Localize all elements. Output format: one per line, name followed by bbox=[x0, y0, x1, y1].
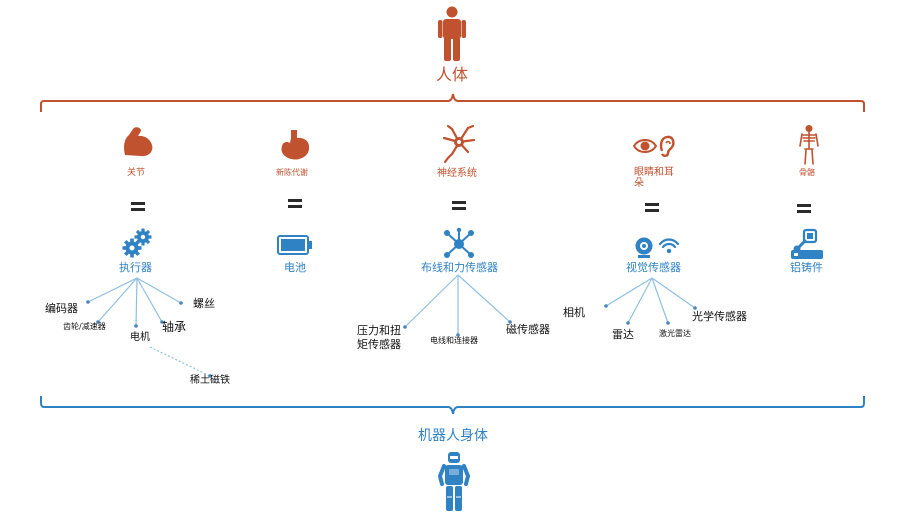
organ-label-eyes-ears: 眼睛和耳 bbox=[634, 167, 674, 178]
part-pressure-torque-line1: 压力和扭 bbox=[357, 324, 401, 337]
actuator-branches bbox=[87, 277, 211, 377]
equals-sign bbox=[452, 201, 466, 211]
part-optical-sensor: 光学传感器 bbox=[692, 310, 747, 323]
wiring-branches bbox=[404, 274, 511, 335]
robot-label-wiring-force-sensors: 布线和力传感器 bbox=[421, 261, 498, 274]
part-lidar: 激光雷达 bbox=[659, 329, 691, 338]
network-nodes-icon bbox=[444, 227, 474, 258]
part-screw: 螺丝 bbox=[193, 297, 215, 310]
part-rare-earth-magnet: 稀土磁铁 bbox=[190, 375, 230, 386]
top-bracket bbox=[40, 93, 865, 112]
top-title: 人体 bbox=[436, 65, 469, 84]
part-wires-connectors: 电线和连接器 bbox=[430, 336, 478, 345]
robot-figure-icon bbox=[437, 452, 471, 511]
skeleton-icon bbox=[799, 125, 819, 165]
part-encoder: 编码器 bbox=[45, 302, 78, 315]
part-pressure-torque-line2: 矩传感器 bbox=[357, 338, 401, 351]
organ-label-skeleton: 骨骼 bbox=[799, 168, 815, 177]
robot-label-battery: 电池 bbox=[284, 261, 306, 274]
robot-label-actuator: 执行器 bbox=[119, 261, 152, 274]
camera-wifi-icon bbox=[635, 237, 680, 258]
muscle-arm-icon bbox=[124, 127, 153, 157]
organ-label-joint: 关节 bbox=[127, 168, 146, 178]
equals-sign bbox=[288, 199, 302, 209]
part-gearbox: 齿轮/减速器 bbox=[63, 322, 106, 331]
gears-icon bbox=[122, 228, 152, 258]
bottom-bracket bbox=[40, 396, 865, 415]
battery-icon bbox=[277, 235, 312, 255]
stomach-icon bbox=[281, 130, 310, 160]
equals-sign bbox=[131, 202, 145, 212]
equals-sign bbox=[797, 204, 811, 214]
organ-label-eyes-ears-line2: 朵 bbox=[634, 178, 644, 189]
human-figure-icon bbox=[438, 6, 466, 61]
part-motor: 电机 bbox=[130, 332, 150, 343]
equals-sign bbox=[645, 203, 659, 213]
part-radar: 雷达 bbox=[612, 328, 634, 341]
bottom-title: 机器人身体 bbox=[418, 428, 488, 444]
organ-label-nervous-system: 神经系统 bbox=[437, 168, 477, 179]
part-magnetic-sensor: 磁传感器 bbox=[506, 323, 550, 336]
robot-label-aluminum-casting: 铝铸件 bbox=[790, 261, 823, 274]
robot-arm-icon bbox=[791, 228, 823, 259]
neuron-icon bbox=[442, 124, 476, 164]
part-camera: 相机 bbox=[563, 306, 585, 319]
eye-ear-icon bbox=[632, 135, 675, 157]
robot-label-vision-sensor: 视觉传感器 bbox=[626, 261, 681, 274]
vision-branches bbox=[605, 277, 696, 324]
part-bearing: 轴承 bbox=[162, 320, 187, 334]
organ-label-metabolism: 新陈代谢 bbox=[276, 168, 308, 177]
